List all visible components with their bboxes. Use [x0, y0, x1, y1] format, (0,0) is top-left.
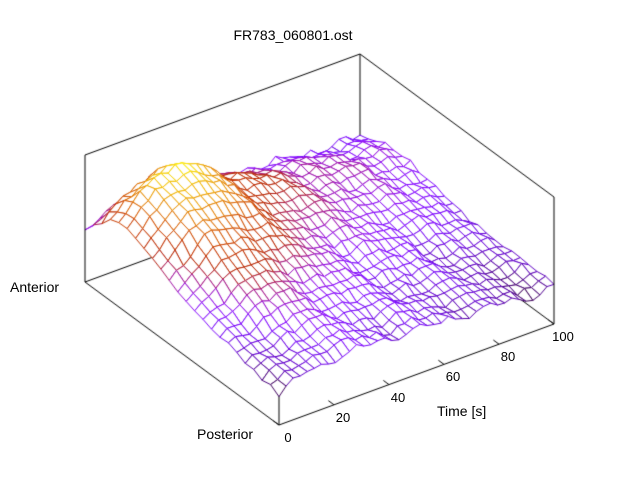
plot-window: FR783_060801.ost Anterior Posterior Time…	[0, 0, 640, 480]
surface-plot-canvas	[0, 0, 640, 480]
